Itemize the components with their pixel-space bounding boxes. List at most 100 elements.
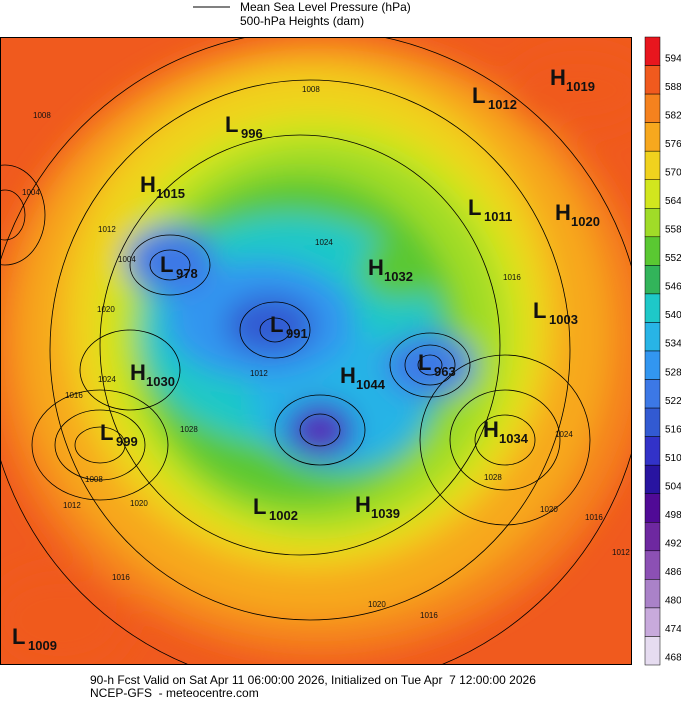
contour-label: 1008 — [85, 475, 103, 484]
colorbar-swatch — [644, 436, 661, 466]
contour-label: 1020 — [540, 505, 558, 514]
map-frame — [0, 37, 632, 665]
legend-line-label: Mean Sea Level Pressure (hPa) — [240, 0, 411, 14]
colorbar-label: 516 — [665, 424, 681, 435]
contour-label: 1024 — [315, 238, 333, 247]
colorbar-swatch — [644, 579, 661, 609]
colorbar-swatch — [644, 636, 661, 666]
center-letter: H — [130, 360, 146, 385]
contour-label: 1016 — [585, 513, 603, 522]
colorbar-swatch — [644, 293, 661, 323]
colorbar-label: 558 — [665, 225, 681, 236]
center-pressure: 1032 — [384, 269, 413, 284]
contour-label: 1004 — [22, 188, 40, 197]
center-pressure: 1034 — [499, 431, 529, 446]
center-pressure: 999 — [116, 434, 138, 449]
contour-label: 1008 — [33, 111, 51, 120]
contour-label: 1016 — [420, 611, 438, 620]
legend-fill-label: 500-hPa Heights (dam) — [240, 14, 364, 28]
center-pressure: 963 — [434, 364, 456, 379]
colorbar-swatch — [644, 236, 661, 266]
center-pressure: 978 — [176, 266, 198, 281]
contour-label: 1004 — [118, 255, 136, 264]
colorbar-swatch — [644, 522, 661, 552]
contour-label: 1024 — [98, 375, 116, 384]
colorbar-swatch — [644, 407, 661, 437]
colorbar-label: 480 — [665, 596, 681, 607]
colorbar-swatch — [644, 550, 661, 580]
center-letter: L — [472, 83, 485, 108]
center-letter: H — [355, 492, 371, 517]
center-letter: H — [550, 65, 566, 90]
footer-line-2: NCEP-GFS - meteocentre.com — [90, 686, 259, 700]
center-letter: L — [100, 420, 113, 445]
colorbar-label: 546 — [665, 282, 681, 293]
center-pressure: 991 — [286, 326, 308, 341]
colorbar-label: 474 — [665, 624, 681, 635]
center-pressure: 1015 — [156, 186, 185, 201]
contour-label: 1024 — [555, 430, 573, 439]
contour-label: 1012 — [98, 225, 116, 234]
colorbar-label: 498 — [665, 510, 681, 521]
center-pressure: 1009 — [28, 638, 57, 653]
center-pressure: 1011 — [484, 209, 512, 224]
contour-label: 1020 — [368, 600, 386, 609]
colorbar-swatch — [644, 265, 661, 295]
center-pressure: 1039 — [371, 506, 400, 521]
center-letter: L — [253, 494, 266, 519]
contour-label: 1016 — [112, 573, 130, 582]
colorbar-swatch — [644, 179, 661, 209]
contour-label: 1020 — [130, 499, 148, 508]
colorbar-swatch — [644, 122, 661, 152]
colorbar-label: 570 — [665, 167, 681, 178]
colorbar-swatch — [644, 93, 661, 123]
colorbar-swatch — [644, 208, 661, 238]
colorbar-swatch — [644, 36, 661, 66]
colorbar-label: 564 — [665, 196, 681, 207]
colorbar-label: 594 — [665, 53, 681, 64]
map: 1008 1004 1012 1004 1020 1024 1016 1008 1012 1020… — [0, 37, 632, 665]
center-letter: L — [418, 350, 431, 375]
colorbar-label: 534 — [665, 339, 681, 350]
contour-label: 1012 — [612, 548, 630, 557]
colorbar-label: 492 — [665, 539, 681, 550]
colorbar-label: 510 — [665, 453, 681, 464]
contour-label: 1028 — [484, 473, 502, 482]
colorbar-label: 468 — [665, 653, 681, 664]
colorbar-swatch — [644, 322, 661, 352]
center-pressure: 1019 — [566, 79, 595, 94]
footer-line-1: 90-h Fcst Valid on Sat Apr 11 06:00:00 2… — [90, 673, 536, 687]
contour-label: 1020 — [97, 305, 115, 314]
center-pressure: 1003 — [549, 312, 578, 327]
colorbar-swatch — [644, 350, 661, 380]
center-letter: L — [12, 624, 25, 649]
colorbar-label: 528 — [665, 367, 681, 378]
colorbar-label: 576 — [665, 139, 681, 150]
center-pressure: 1020 — [571, 214, 600, 229]
center-letter: L — [160, 252, 173, 277]
colorbar-label: 522 — [665, 396, 681, 407]
colorbar: 594 588 582 576 570 564 558 552 546 540 534 528 522 5… — [644, 36, 681, 666]
contour-labels: 1008 1004 1012 1004 1020 1024 1016 1008 1012 1020… — [22, 85, 630, 620]
contour-label: 1012 — [63, 501, 81, 510]
center-letter: H — [368, 255, 384, 280]
center-pressure: 1044 — [356, 377, 386, 392]
colorbar-label: 582 — [665, 110, 681, 121]
center-letter: L — [270, 312, 283, 337]
colorbar-label: 504 — [665, 481, 681, 492]
colorbar-swatch — [644, 493, 661, 523]
contour-label: 1028 — [180, 425, 198, 434]
center-letter: L — [225, 112, 238, 137]
center-letter: H — [483, 417, 499, 442]
center-pressure: 1012 — [488, 97, 517, 112]
center-letter: H — [340, 363, 356, 388]
center-letter: H — [140, 172, 156, 197]
colorbar-label: 540 — [665, 310, 681, 321]
colorbar-label: 486 — [665, 567, 681, 578]
contour-label: 1016 — [65, 391, 83, 400]
center-pressure: 996 — [241, 126, 263, 141]
height-field — [0, 37, 632, 665]
center-pressure: 1030 — [146, 374, 175, 389]
